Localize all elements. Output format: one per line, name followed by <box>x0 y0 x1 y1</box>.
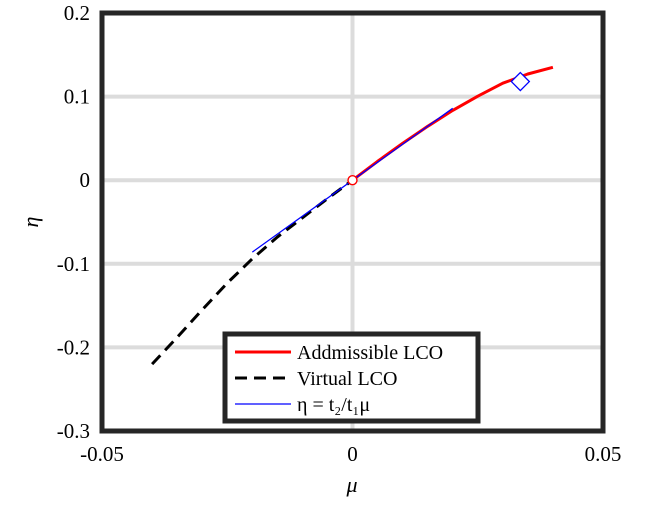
y-tick-label: -0.2 <box>57 335 90 359</box>
legend: Addmissible LCO Virtual LCO η = t₂/t₁μ <box>222 331 481 424</box>
y-tick-label: 0 <box>80 168 91 192</box>
x-tick-label: 0 <box>347 442 358 466</box>
tick-labels: -0.05 0 0.05 -0.3 -0.2 -0.1 0 0.1 0.2 <box>57 1 622 466</box>
x-tick-label: 0.05 <box>585 442 622 466</box>
plot-frame <box>99 10 606 434</box>
legend-label-0: Addmissible LCO <box>297 342 443 364</box>
y-tick-label: 0.1 <box>64 85 90 109</box>
y-tick-label: -0.3 <box>57 419 90 443</box>
legend-box <box>222 331 481 424</box>
legend-label-2: η = t₂/t₁μ <box>297 394 370 416</box>
marker-layer <box>347 71 531 186</box>
series-line-1 <box>151 178 354 366</box>
x-tick-label: -0.05 <box>80 442 124 466</box>
y-tick-label: -0.1 <box>57 252 90 276</box>
legend-label-1: Virtual LCO <box>297 368 397 390</box>
x-axis-label: μ <box>345 472 357 497</box>
y-axis-label: η <box>18 217 43 228</box>
marker-diamond <box>510 71 531 92</box>
marker-circle <box>347 174 358 186</box>
y-tick-label: 0.2 <box>64 1 90 25</box>
